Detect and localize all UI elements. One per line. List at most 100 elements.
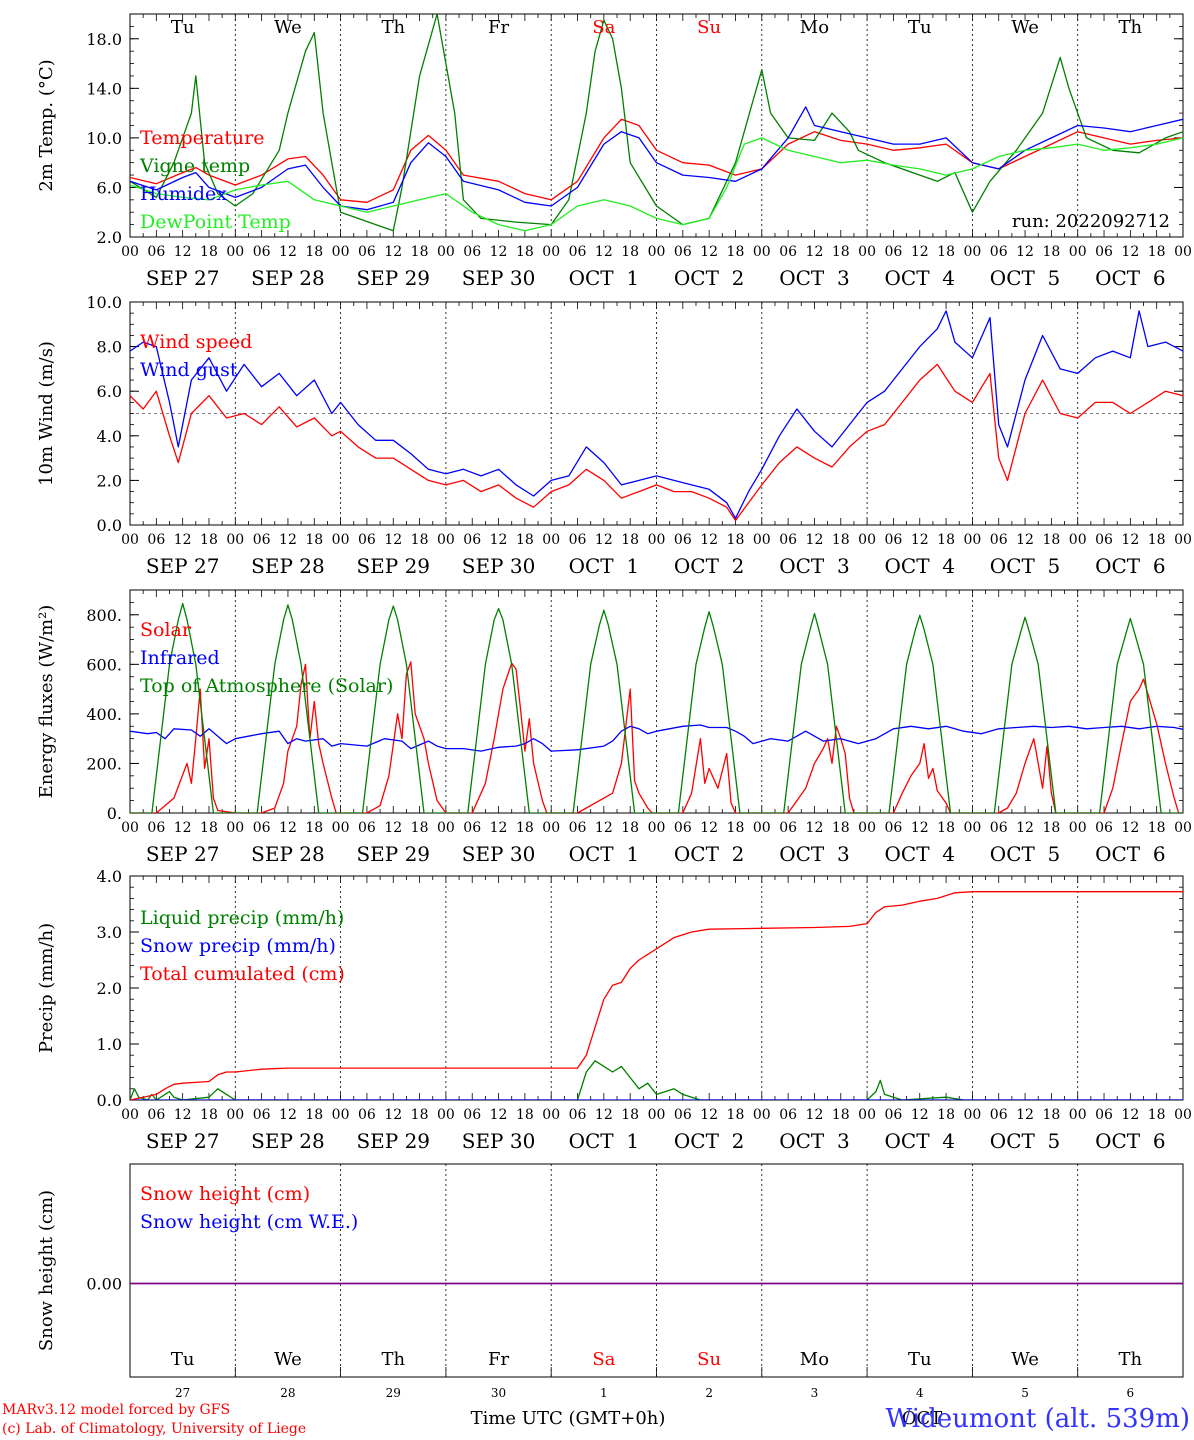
legend-snow-precip-mm-h: Snow precip (mm/h) [140, 935, 336, 957]
hour-label: 12 [174, 1107, 192, 1123]
date-label: OCT 4 [885, 1129, 955, 1153]
hour-label: 12 [1016, 1107, 1034, 1123]
hour-label: 00 [1174, 244, 1192, 260]
date-label: SEP 28 [251, 266, 325, 290]
date-label: SEP 30 [462, 1129, 536, 1153]
hour-label: 18 [727, 1107, 745, 1123]
hour-label: 12 [806, 1107, 824, 1123]
hour-label: 18 [1042, 532, 1060, 548]
y-axis-label: 2m Temp. (°C) [36, 59, 57, 191]
hour-label: 12 [911, 532, 929, 548]
hour-label: 18 [832, 1107, 850, 1123]
panel-3: 0. 200. 400. 600. 800. Energy fluxes (W/m²) 00… [36, 589, 1192, 866]
series-top-of-atmosphere-solar [130, 602, 1183, 813]
credit-line-2: (c) Lab. of Climatology, University of L… [2, 1421, 306, 1437]
legend-temperature: Temperature [140, 127, 264, 149]
y-tick-label: 6.0 [97, 178, 122, 197]
hour-label: 06 [358, 244, 376, 260]
hour-label: 06 [990, 820, 1008, 836]
legend-dewpoint-temp: DewPoint Temp [140, 211, 291, 233]
day-of-week-label: We [274, 1349, 302, 1370]
day-number-label: 27 [175, 1386, 190, 1400]
date-label: OCT 3 [779, 266, 849, 290]
hour-label: 18 [305, 820, 323, 836]
series-wind-gust [130, 310, 1183, 519]
hour-label: 06 [358, 1107, 376, 1123]
hour-label: 12 [911, 820, 929, 836]
hour-label: 18 [621, 244, 639, 260]
hour-label: 12 [911, 244, 929, 260]
hour-label: 12 [595, 820, 613, 836]
legend-wind-gust: Wind gust [140, 359, 238, 381]
panel-2: 0.0 2.0 4.0 6.0 8.0 10.0 10m Wind (m/s) 00 06 12 1… [36, 293, 1192, 578]
hour-label: 00 [121, 532, 139, 548]
hour-label: 18 [621, 1107, 639, 1123]
hour-label: 18 [516, 244, 534, 260]
hour-label: 06 [779, 820, 797, 836]
y-axis-label: Precip (mm/h) [36, 923, 57, 1053]
y-tick-label: 8.0 [97, 338, 122, 357]
hour-label: 00 [121, 820, 139, 836]
x-axis-title: Time UTC (GMT+0h) [471, 1408, 666, 1429]
day-of-week-label: Tu [908, 1349, 932, 1370]
hour-label: 00 [963, 820, 981, 836]
hour-label: 06 [569, 1107, 587, 1123]
y-tick-label: 4.0 [97, 427, 122, 446]
date-label: SEP 27 [146, 266, 220, 290]
date-label: OCT 3 [779, 1129, 849, 1153]
panel-4: 0.0 1.0 2.0 3.0 4.0 Precip (mm/h) 00 06 12 18 SEP … [36, 867, 1192, 1153]
hour-label: 12 [1016, 532, 1034, 548]
day-of-week-label: Th [381, 17, 405, 38]
hour-label: 00 [858, 820, 876, 836]
hour-label: 18 [516, 1107, 534, 1123]
hour-label: 00 [1174, 532, 1192, 548]
y-tick-label: 0.0 [97, 1091, 122, 1110]
hour-label: 00 [753, 1107, 771, 1123]
y-tick-label: 18.0 [86, 30, 122, 49]
series-vigne-temp [130, 14, 1183, 232]
hour-label: 06 [569, 820, 587, 836]
hour-label: 06 [885, 532, 903, 548]
date-label: OCT 5 [990, 1129, 1060, 1153]
day-of-week-label: Mo [800, 17, 829, 38]
day-of-week-label: Sa [592, 17, 615, 38]
hour-label: 12 [490, 820, 508, 836]
hour-label: 06 [779, 244, 797, 260]
series-total-cumulated-cm [130, 891, 1183, 1100]
hour-label: 12 [595, 244, 613, 260]
day-number-label: 29 [386, 1386, 401, 1400]
hour-label: 18 [1042, 1107, 1060, 1123]
hour-label: 00 [332, 532, 350, 548]
date-label: OCT 2 [674, 1129, 744, 1153]
hour-label: 06 [990, 532, 1008, 548]
hour-label: 18 [200, 1107, 218, 1123]
hour-label: 18 [621, 532, 639, 548]
hour-label: 18 [305, 244, 323, 260]
hour-label: 18 [411, 820, 429, 836]
y-tick-label: 3.0 [97, 923, 122, 942]
hour-label: 00 [437, 1107, 455, 1123]
station-label: Wideumont (alt. 539m) [886, 1404, 1190, 1434]
hour-label: 06 [147, 1107, 165, 1123]
hour-label: 12 [1121, 532, 1139, 548]
hour-label: 06 [1095, 532, 1113, 548]
hour-label: 12 [700, 532, 718, 548]
legend-solar: Solar [140, 619, 192, 641]
hour-label: 18 [200, 244, 218, 260]
hour-label: 12 [279, 532, 297, 548]
date-label: SEP 29 [356, 554, 430, 578]
hour-label: 00 [542, 820, 560, 836]
hour-label: 06 [147, 532, 165, 548]
day-of-week-label: Th [1119, 1349, 1143, 1370]
hour-label: 06 [1095, 1107, 1113, 1123]
plot-area [130, 14, 1183, 232]
hour-label: 18 [1148, 1107, 1166, 1123]
legend-humidex: Humidex [140, 183, 227, 205]
hour-label: 06 [674, 1107, 692, 1123]
legend-top-of-atmosphere-solar: Top of Atmosphere (Solar) [140, 675, 393, 697]
y-tick-label: 0. [107, 804, 122, 823]
hour-label: 06 [1095, 820, 1113, 836]
hour-label: 06 [253, 1107, 271, 1123]
hour-label: 12 [279, 244, 297, 260]
series-dewpoint-temp [130, 137, 1183, 232]
